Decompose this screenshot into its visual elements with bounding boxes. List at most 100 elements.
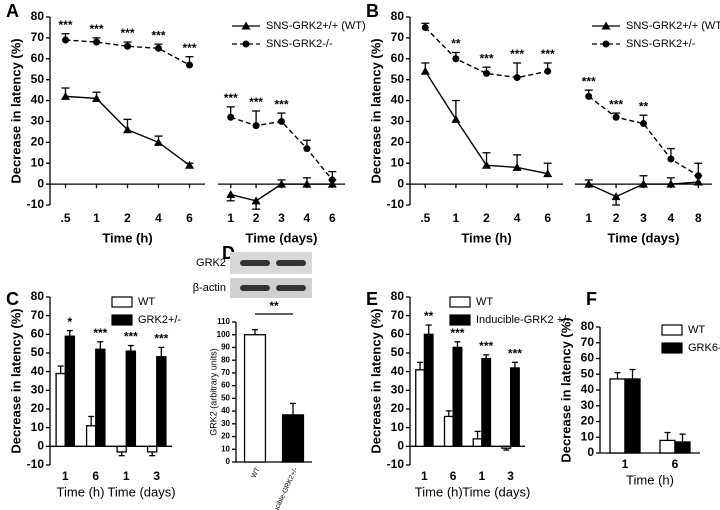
bar bbox=[146, 445, 158, 453]
x-tick-label: 1 bbox=[421, 469, 428, 483]
y-tick-label: 0 bbox=[37, 439, 44, 453]
legend-swatch bbox=[111, 314, 133, 326]
y-tick-label: 110 bbox=[217, 317, 230, 326]
y-tick-label: 30 bbox=[391, 383, 405, 397]
y-tick-label: 50 bbox=[581, 366, 595, 380]
legend-label: SNS-GRK2+/- bbox=[626, 38, 696, 50]
y-tick-label: 70 bbox=[31, 308, 45, 322]
marker bbox=[302, 179, 312, 188]
marker bbox=[420, 66, 430, 75]
blot bbox=[230, 252, 312, 274]
bar bbox=[156, 356, 167, 447]
y-tick-label: 60 bbox=[31, 51, 45, 65]
x-tick-label: WT bbox=[251, 466, 262, 479]
series-line bbox=[230, 116, 333, 181]
x-tick-label: 8 bbox=[695, 211, 702, 225]
significance: ** bbox=[451, 37, 461, 51]
bar bbox=[674, 441, 691, 454]
marker bbox=[451, 114, 461, 123]
legend-label: GRK2+/- bbox=[138, 314, 181, 326]
y-tick-label: 80 bbox=[391, 289, 405, 303]
y-axis-label: Decrease in latency (%) bbox=[368, 308, 383, 453]
significance: *** bbox=[224, 91, 238, 105]
significance: * bbox=[67, 315, 72, 329]
y-tick-label: 30 bbox=[581, 398, 595, 412]
significance: *** bbox=[124, 330, 138, 344]
x-tick-label: 1 bbox=[227, 211, 234, 225]
y-tick-label: 50 bbox=[31, 345, 45, 359]
bar bbox=[85, 425, 97, 447]
y-axis-label: Decrease in latency (%) bbox=[558, 317, 573, 462]
legend-label: SNS-GRK2-/- bbox=[266, 38, 333, 50]
x-tick-label: 1 bbox=[453, 211, 460, 225]
x-tick-label: 6 bbox=[92, 469, 99, 483]
marker bbox=[327, 179, 337, 188]
y-tick-label: 10 bbox=[31, 155, 45, 169]
y-tick-label: 100 bbox=[217, 330, 231, 339]
y-tick-label: 20 bbox=[221, 432, 230, 441]
bar bbox=[609, 378, 626, 454]
marker bbox=[62, 36, 69, 44]
y-tick-label: 40 bbox=[31, 93, 45, 107]
x-tick-label: 1 bbox=[123, 469, 130, 483]
y-tick-label: 70 bbox=[391, 308, 405, 322]
x-tick-label: 3 bbox=[507, 469, 514, 483]
marker bbox=[585, 92, 593, 100]
marker bbox=[640, 120, 647, 128]
x-tick-label: 3 bbox=[640, 211, 647, 225]
marker bbox=[186, 61, 193, 69]
x-group-label: Time (days) bbox=[462, 484, 530, 499]
y-tick-label: 30 bbox=[31, 114, 45, 128]
y-tick-label: 40 bbox=[31, 364, 45, 378]
marker bbox=[584, 179, 594, 188]
y-tick-label: 40 bbox=[581, 382, 595, 396]
y-tick-label: 80 bbox=[581, 319, 595, 333]
significance: *** bbox=[510, 47, 524, 61]
y-tick-label: 30 bbox=[391, 114, 405, 128]
marker bbox=[694, 172, 702, 180]
y-tick-label: 30 bbox=[221, 419, 230, 428]
y-tick-label: 40 bbox=[391, 364, 405, 378]
y-tick-label: 40 bbox=[391, 93, 405, 107]
y-axis-label: Decrease in latency (%) bbox=[8, 308, 23, 453]
x-tick-label: 1 bbox=[62, 469, 69, 483]
marker bbox=[278, 117, 285, 125]
y-tick-label: 80 bbox=[31, 289, 45, 303]
y-tick-label: 60 bbox=[391, 327, 405, 341]
x-tick-label: 2 bbox=[613, 211, 620, 225]
y-tick-label: 20 bbox=[391, 135, 405, 149]
y-tick-label: 40 bbox=[221, 406, 230, 415]
bar bbox=[659, 439, 676, 454]
significance: *** bbox=[479, 51, 493, 65]
legend-swatch bbox=[661, 324, 683, 336]
y-tick-label: 10 bbox=[391, 155, 405, 169]
y-tick-label: 50 bbox=[31, 72, 45, 86]
y-tick-label: 0 bbox=[397, 439, 404, 453]
x-group-label: Time (days) bbox=[107, 484, 175, 499]
x-axis-label: Time (h) bbox=[102, 230, 152, 245]
significance: *** bbox=[508, 347, 522, 361]
marker bbox=[185, 160, 194, 169]
panel-letter: A bbox=[6, 1, 19, 21]
legend-marker bbox=[242, 40, 250, 48]
x-tick-label: 3 bbox=[153, 469, 160, 483]
x-group-label: Time (h) bbox=[57, 484, 105, 499]
legend-swatch bbox=[661, 342, 683, 354]
bar bbox=[55, 372, 66, 447]
marker bbox=[452, 55, 460, 63]
x-axis-label: Time (days) bbox=[245, 230, 317, 245]
legend-label: GRK6-/- bbox=[688, 342, 720, 354]
significance: ** bbox=[639, 99, 649, 113]
bar bbox=[481, 357, 492, 447]
significance: *** bbox=[582, 74, 596, 88]
x-tick-label: 2 bbox=[253, 211, 260, 225]
x-tick-label: 6 bbox=[450, 469, 457, 483]
x-group-label: Time (h) bbox=[626, 472, 674, 487]
y-tick-label: -10 bbox=[387, 457, 405, 471]
x-tick-label: 4 bbox=[155, 211, 162, 225]
x-tick-label: 4 bbox=[668, 211, 675, 225]
y-tick-label: 20 bbox=[31, 401, 45, 415]
legend-marker bbox=[601, 21, 611, 30]
marker bbox=[277, 179, 286, 188]
